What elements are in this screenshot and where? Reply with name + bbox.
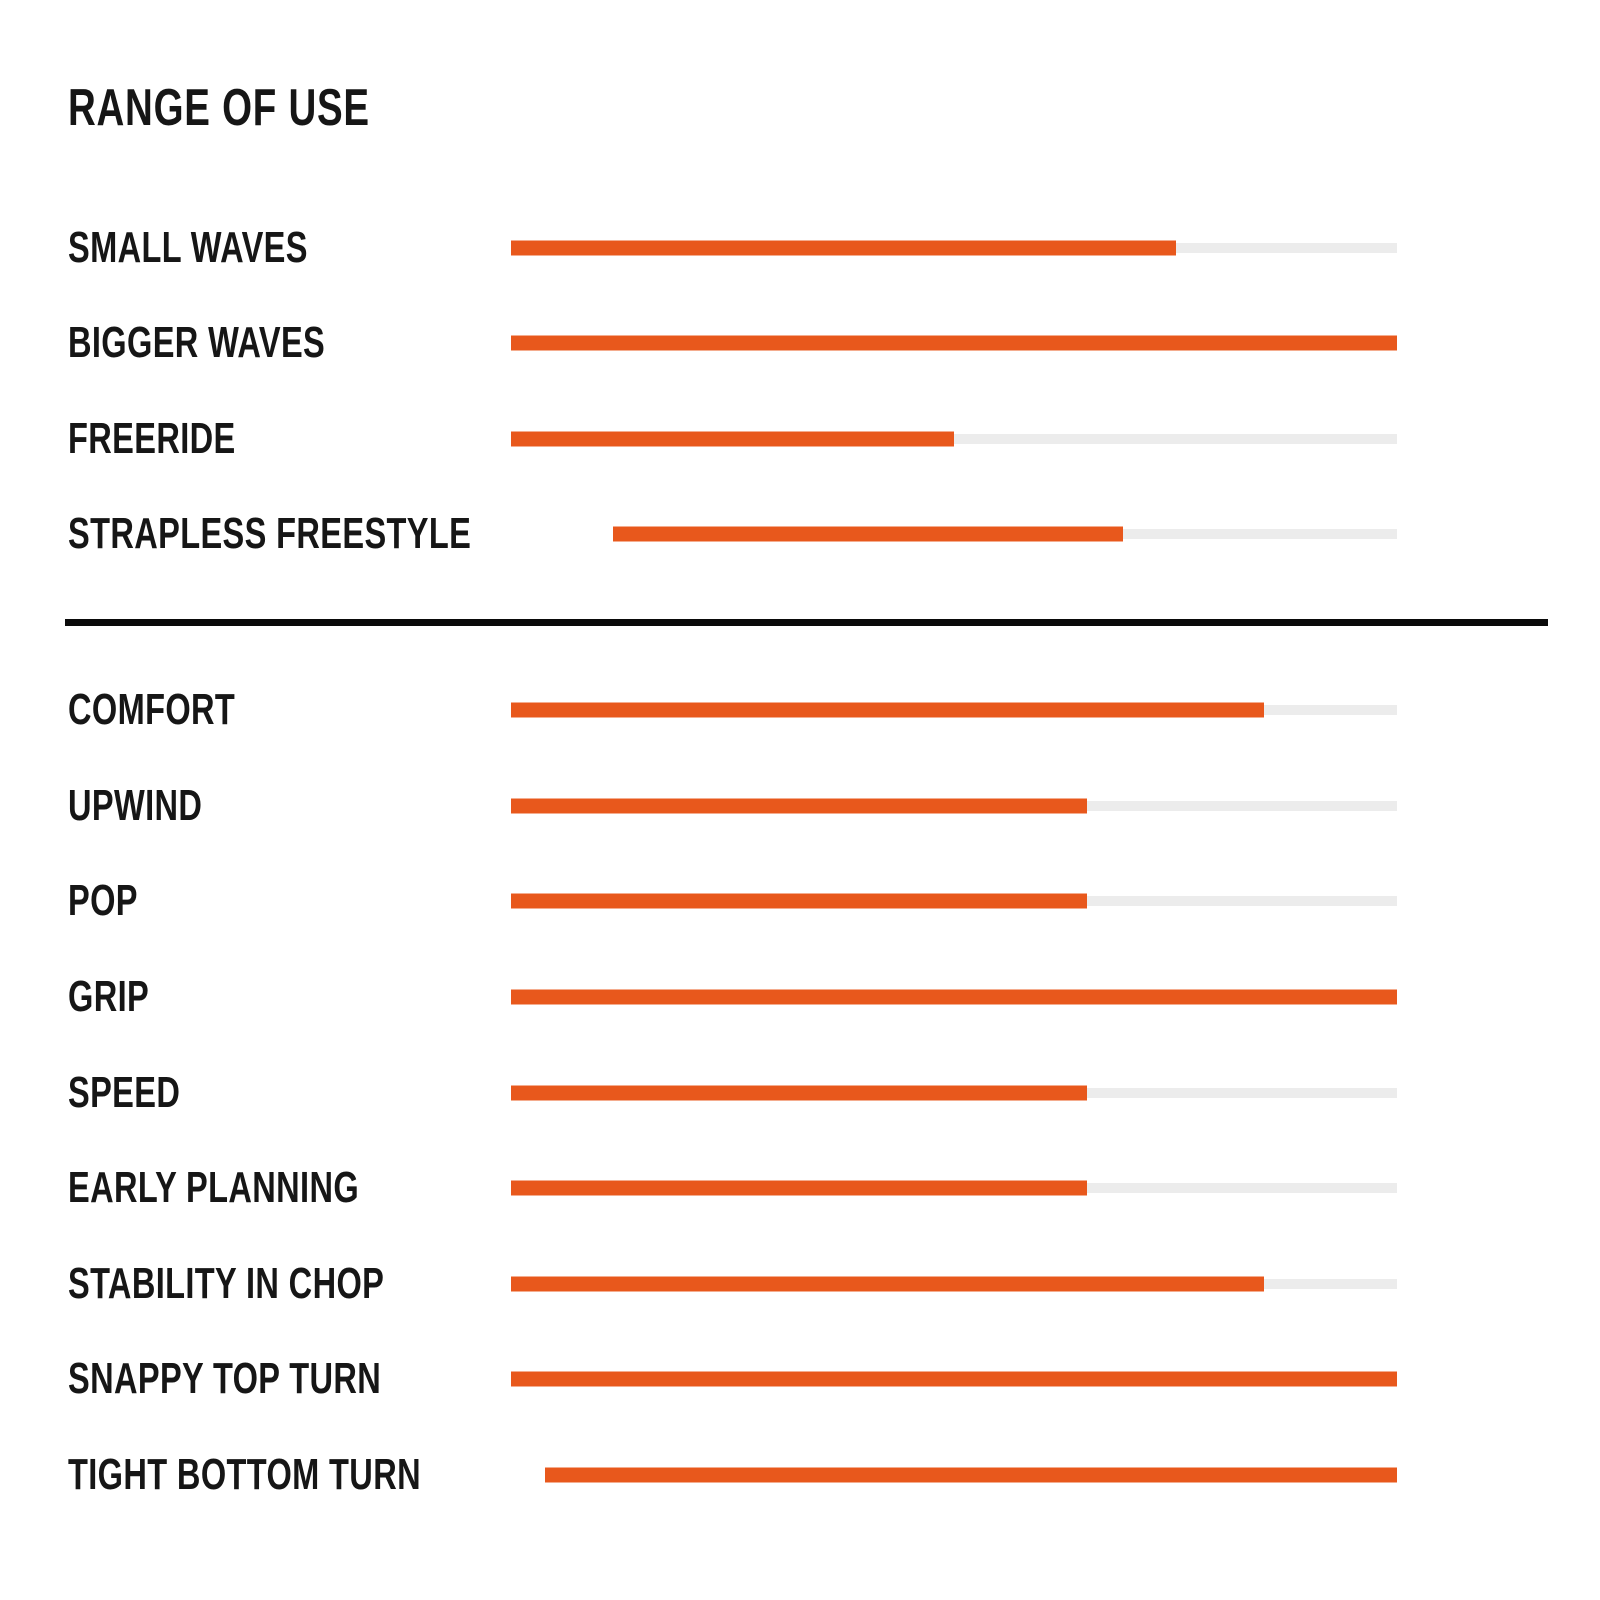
row-label: EARLY PLANNING [68, 1163, 360, 1212]
bar-fill [511, 1180, 1087, 1196]
section-divider [65, 619, 1548, 626]
bar-track [511, 431, 1397, 447]
row-label: SPEED [68, 1068, 181, 1117]
chart-row-comfort: COMFORT [68, 685, 1397, 734]
bar-fill [511, 431, 954, 447]
row-label: UPWIND [68, 781, 203, 830]
row-label: STRAPLESS FREESTYLE [68, 509, 472, 558]
chart-row-snappy-top-turn: SNAPPY TOP TURN [68, 1354, 1397, 1403]
row-label: SNAPPY TOP TURN [68, 1354, 382, 1403]
bar-fill [511, 1276, 1265, 1292]
chart-row-stability-in-chop: STABILITY IN CHOP [68, 1259, 1397, 1308]
bar-track [511, 335, 1397, 351]
row-label: POP [68, 876, 138, 925]
bar-fill [511, 989, 1397, 1005]
row-label: GRIP [68, 972, 150, 1021]
bar-track [511, 798, 1397, 814]
chart-row-freeride: FREERIDE [68, 414, 1397, 463]
bar-track [511, 1180, 1397, 1196]
bar-fill [511, 1371, 1397, 1387]
bar-fill [511, 240, 1176, 256]
bar-track [511, 1085, 1397, 1101]
bar-track [511, 893, 1397, 909]
chart-row-early-planning: EARLY PLANNING [68, 1163, 1397, 1212]
row-label: STABILITY IN CHOP [68, 1259, 385, 1308]
row-label: TIGHT BOTTOM TURN [68, 1450, 421, 1499]
bar-track [511, 1371, 1397, 1387]
chart-row-speed: SPEED [68, 1068, 1397, 1117]
chart-row-pop: POP [68, 876, 1397, 925]
chart-row-small-waves: SMALL WAVES [68, 223, 1397, 272]
row-label: SMALL WAVES [68, 223, 308, 272]
bar-fill [511, 1085, 1087, 1101]
row-label: BIGGER WAVES [68, 318, 326, 367]
chart-row-strapless-freestyle: STRAPLESS FREESTYLE [68, 509, 1397, 558]
bar-fill [511, 702, 1265, 718]
bar-track [511, 989, 1397, 1005]
row-label: COMFORT [68, 685, 236, 734]
chart-row-grip: GRIP [68, 972, 1397, 1021]
bar-fill [612, 526, 1123, 542]
chart-row-bigger-waves: BIGGER WAVES [68, 318, 1397, 367]
bar-track [511, 1276, 1397, 1292]
bar-fill [511, 335, 1397, 351]
bar-track [612, 526, 1397, 542]
bar-fill [511, 798, 1087, 814]
bar-track [511, 240, 1397, 256]
chart-row-upwind: UPWIND [68, 781, 1397, 830]
bar-fill [544, 1467, 1397, 1483]
chart-title: RANGE OF USE [68, 79, 370, 137]
chart-row-tight-bottom-turn: TIGHT BOTTOM TURN [68, 1450, 1397, 1499]
row-label: FREERIDE [68, 414, 236, 463]
bar-track [511, 702, 1397, 718]
bar-track [544, 1467, 1397, 1483]
bar-fill [511, 893, 1087, 909]
